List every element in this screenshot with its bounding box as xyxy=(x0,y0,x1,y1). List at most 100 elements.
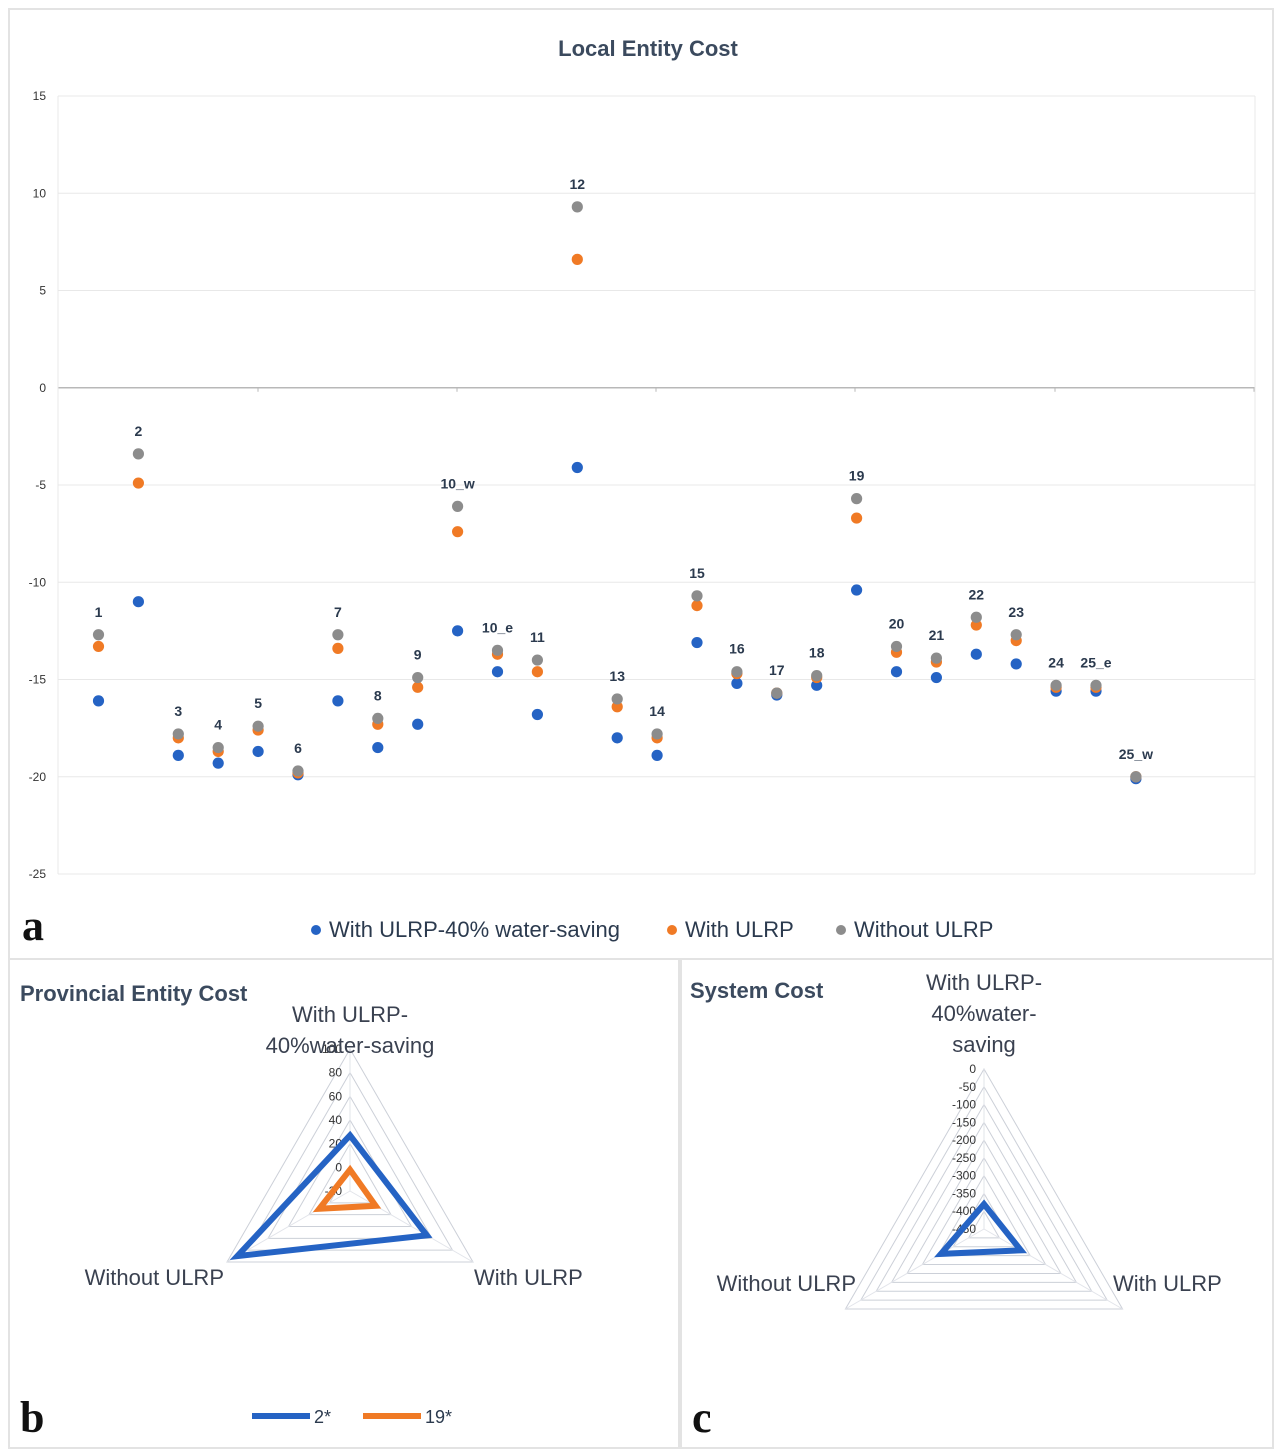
legend-marker xyxy=(667,925,677,935)
radar-tick-label: -200 xyxy=(952,1133,976,1147)
legend-label: With ULRP xyxy=(685,917,794,942)
data-point-s3 xyxy=(212,741,224,754)
data-point-s1 xyxy=(372,741,384,754)
data-point-s1 xyxy=(212,757,224,769)
radar-gridline xyxy=(308,1142,392,1216)
point-label: 4 xyxy=(214,717,222,733)
radar-tick-label: -250 xyxy=(952,1151,976,1165)
chart-title: Local Entity Cost xyxy=(558,36,738,61)
data-point-s3 xyxy=(811,670,823,682)
point-label: 16 xyxy=(729,641,745,657)
point-label: 3 xyxy=(174,703,182,719)
y-tick-label: 0 xyxy=(39,381,46,395)
data-point-s1 xyxy=(252,745,264,758)
chart-title: Provincial Entity Cost xyxy=(20,981,248,1006)
y-tick-label: -5 xyxy=(35,478,46,492)
data-point-s3 xyxy=(731,666,743,678)
radar-gridline xyxy=(875,1103,1093,1292)
y-tick-label: -25 xyxy=(29,867,47,881)
radar-spoke xyxy=(845,1228,985,1310)
point-label: 20 xyxy=(889,615,905,631)
radar-tick-label: -300 xyxy=(952,1169,976,1183)
point-label: 25_e xyxy=(1080,654,1111,670)
data-point-s3 xyxy=(92,629,105,641)
data-point-s3 xyxy=(691,590,703,602)
point-label: 6 xyxy=(294,740,302,756)
data-point-s1 xyxy=(412,718,424,730)
data-point-s1 xyxy=(452,625,464,637)
y-tick-label: 5 xyxy=(39,284,46,298)
data-point-s2 xyxy=(452,526,464,538)
data-point-s3 xyxy=(571,201,583,213)
point-label: 9 xyxy=(414,647,422,663)
radar-gridline xyxy=(890,1121,1078,1283)
radar-tick-label: 40 xyxy=(329,1113,343,1127)
local-entity-cost-chart: Local Entity Cost151050-5-10-15-20-25123… xyxy=(29,36,1256,942)
radar-gridline xyxy=(859,1085,1109,1301)
y-tick-label: 10 xyxy=(33,186,47,200)
data-point-s1 xyxy=(1010,658,1022,670)
y-tick-label: -20 xyxy=(29,770,47,784)
legend-label: With ULRP-40% water-saving xyxy=(329,917,620,942)
radar-tick-label: -50 xyxy=(959,1080,977,1094)
system-cost-chart: 0-50-100-150-200-250-300-350-400-450With… xyxy=(690,970,1222,1310)
data-point-s3 xyxy=(412,671,424,684)
data-point-s3 xyxy=(252,720,264,732)
radar-tick-label: -150 xyxy=(952,1115,976,1129)
panel-c-letter: c xyxy=(692,1393,712,1442)
chart-title: System Cost xyxy=(690,978,824,1003)
data-point-s1 xyxy=(571,461,583,474)
radar-axis-label: Without ULRP xyxy=(85,1265,224,1290)
y-tick-label: -10 xyxy=(29,575,47,589)
point-label: 23 xyxy=(1008,604,1024,620)
data-point-s1 xyxy=(172,749,184,761)
radar-spoke xyxy=(226,1190,351,1263)
data-point-s3 xyxy=(332,629,344,641)
y-tick-label: -15 xyxy=(29,673,47,687)
radar-axis-label: With ULRP xyxy=(1113,1271,1222,1296)
data-point-s3 xyxy=(372,712,384,725)
data-point-s3 xyxy=(1090,679,1102,691)
radar-spoke xyxy=(983,1228,1123,1310)
data-point-s3 xyxy=(890,640,903,653)
data-point-s3 xyxy=(611,693,623,705)
data-point-s2 xyxy=(92,640,105,653)
radar-gridline xyxy=(246,1071,454,1251)
point-label: 8 xyxy=(374,687,382,703)
panel-a-letter: a xyxy=(22,901,44,950)
point-label: 13 xyxy=(609,668,625,684)
point-label: 7 xyxy=(334,604,342,620)
point-label: 5 xyxy=(254,695,262,711)
data-point-s3 xyxy=(970,611,982,623)
data-point-s1 xyxy=(531,708,544,721)
data-point-s2 xyxy=(571,253,583,265)
data-point-s3 xyxy=(452,500,464,512)
data-point-s2 xyxy=(691,599,703,612)
radar-gridline xyxy=(226,1048,474,1263)
radar-gridline xyxy=(921,1156,1047,1266)
data-point-s1 xyxy=(970,648,982,660)
data-point-s3 xyxy=(771,687,783,699)
data-point-s1 xyxy=(611,732,623,744)
data-point-s3 xyxy=(930,652,943,664)
point-label: 19 xyxy=(849,468,865,484)
radar-gridline xyxy=(967,1210,1001,1239)
radar-axis-label: With ULRP-40%water-saving xyxy=(266,1002,435,1058)
data-point-s2 xyxy=(412,681,424,693)
data-point-s1 xyxy=(651,749,663,761)
point-label: 11 xyxy=(530,629,545,645)
point-label: 10_e xyxy=(482,619,513,635)
data-point-s1 xyxy=(811,679,823,691)
radar-series-2 xyxy=(312,1164,382,1213)
data-point-s3 xyxy=(531,654,544,666)
point-label: 22 xyxy=(969,586,985,602)
panel-c xyxy=(680,958,1274,1449)
data-point-s2 xyxy=(132,477,144,489)
point-label: 18 xyxy=(809,645,825,661)
panel-b-letter: b xyxy=(20,1393,45,1442)
radar-tick-label: 100 xyxy=(322,1042,342,1056)
radar-axis-label: With ULRP-40%water-saving xyxy=(926,970,1042,1057)
radar-gridline xyxy=(844,1067,1124,1310)
radar-gridline xyxy=(906,1139,1062,1274)
